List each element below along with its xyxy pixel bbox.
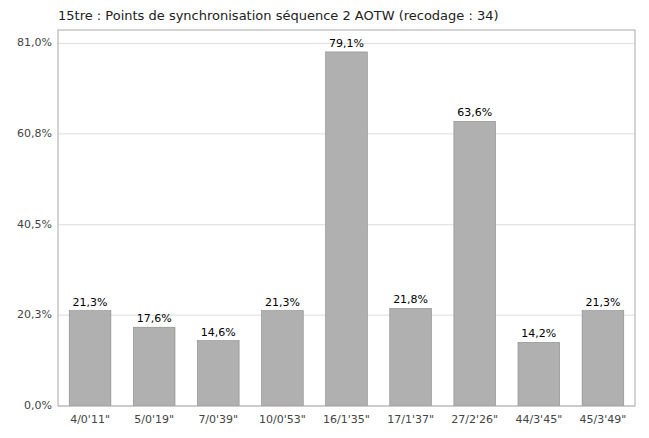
bars bbox=[69, 52, 624, 406]
chart-container: 15tre : Points de synchronisation séquen… bbox=[0, 0, 649, 438]
bar bbox=[518, 342, 560, 406]
chart-title: 15tre : Points de synchronisation séquen… bbox=[58, 8, 499, 23]
x-tick-label: 5/0'19" bbox=[134, 413, 174, 426]
bar bbox=[326, 52, 368, 406]
bar bbox=[582, 311, 624, 406]
data-label: 14,2% bbox=[521, 327, 556, 340]
x-tick-label: 27/2'26" bbox=[451, 413, 498, 426]
data-label: 14,6% bbox=[201, 326, 236, 339]
x-tick-label: 44/3'45" bbox=[515, 413, 562, 426]
x-tick-label: 45/3'49" bbox=[580, 413, 627, 426]
data-label: 79,1% bbox=[329, 37, 364, 50]
bar bbox=[69, 311, 111, 406]
plot-frame bbox=[58, 30, 635, 406]
data-label: 21,3% bbox=[73, 296, 108, 309]
data-label: 63,6% bbox=[457, 106, 492, 119]
grid bbox=[58, 43, 635, 406]
data-label: 21,3% bbox=[585, 296, 620, 309]
bar bbox=[262, 311, 304, 406]
x-tick-label: 7/0'39" bbox=[198, 413, 238, 426]
y-tick-label: 60,8% bbox=[17, 127, 52, 140]
y-tick-label: 40,5% bbox=[17, 218, 52, 231]
y-tick-label: 0,0% bbox=[24, 399, 52, 412]
x-tick-label: 10/0'53" bbox=[259, 413, 306, 426]
y-tick-label: 81,0% bbox=[17, 36, 52, 49]
data-label: 17,6% bbox=[137, 312, 172, 325]
x-tick-label: 4/0'11" bbox=[70, 413, 110, 426]
x-tick-label: 16/1'35" bbox=[323, 413, 370, 426]
y-tick-label: 20,3% bbox=[17, 308, 52, 321]
data-label: 21,8% bbox=[393, 293, 428, 306]
chart-svg: 15tre : Points de synchronisation séquen… bbox=[0, 0, 649, 438]
bar bbox=[133, 327, 175, 406]
bar bbox=[197, 341, 239, 406]
data-label: 21,3% bbox=[265, 296, 300, 309]
bar bbox=[390, 308, 432, 406]
x-tick-label: 17/1'37" bbox=[387, 413, 434, 426]
bar bbox=[454, 121, 496, 406]
